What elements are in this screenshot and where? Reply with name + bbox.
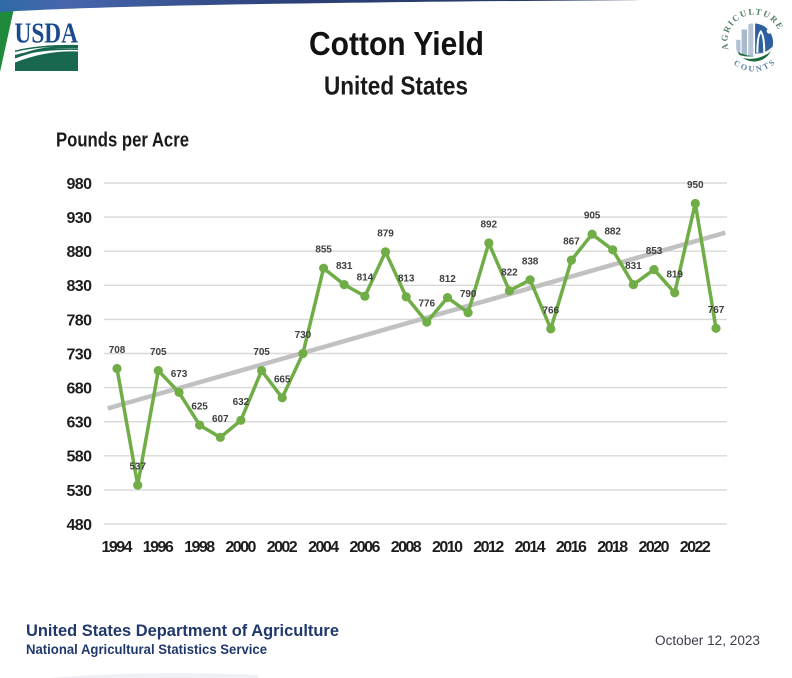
svg-text:1998: 1998	[184, 539, 215, 556]
svg-text:Pounds per Acre: Pounds per Acre	[56, 130, 189, 152]
svg-text:2008: 2008	[391, 539, 422, 556]
svg-text:625: 625	[191, 402, 208, 413]
svg-text:780: 780	[67, 312, 93, 329]
svg-text:838: 838	[522, 256, 539, 267]
svg-text:708: 708	[109, 345, 126, 356]
svg-text:2014: 2014	[515, 539, 546, 556]
svg-text:665: 665	[274, 374, 291, 385]
svg-text:855: 855	[315, 245, 332, 256]
svg-text:790: 790	[460, 289, 477, 300]
svg-text:767: 767	[708, 305, 725, 316]
svg-text:632: 632	[233, 397, 250, 408]
svg-text:October 12, 2023: October 12, 2023	[655, 633, 760, 648]
svg-text:2020: 2020	[639, 539, 670, 556]
svg-text:705: 705	[253, 347, 270, 358]
svg-text:607: 607	[212, 414, 229, 425]
svg-text:905: 905	[584, 211, 601, 222]
svg-text:882: 882	[604, 226, 621, 237]
svg-text:National Agricultural Statisti: National Agricultural Statistics Service	[26, 642, 267, 657]
svg-text:705: 705	[150, 347, 167, 358]
svg-text:980: 980	[67, 176, 93, 193]
svg-text:822: 822	[501, 267, 518, 278]
svg-text:814: 814	[357, 273, 374, 284]
svg-text:812: 812	[439, 274, 456, 285]
svg-text:2006: 2006	[349, 539, 380, 556]
svg-text:2010: 2010	[432, 539, 463, 556]
svg-text:2004: 2004	[308, 539, 339, 556]
svg-text:766: 766	[543, 305, 560, 316]
svg-text:879: 879	[377, 228, 394, 239]
svg-text:630: 630	[67, 415, 93, 432]
svg-text:2012: 2012	[473, 539, 504, 556]
svg-text:USDA: USDA	[15, 18, 79, 50]
svg-text:United States Department of Ag: United States Department of Agriculture	[26, 622, 339, 640]
svg-text:1994: 1994	[102, 539, 133, 556]
svg-text:730: 730	[67, 346, 93, 363]
svg-text:930: 930	[67, 210, 93, 227]
svg-text:2016: 2016	[556, 539, 587, 556]
svg-text:2018: 2018	[597, 539, 628, 556]
svg-text:2000: 2000	[225, 539, 256, 556]
svg-text:2022: 2022	[680, 539, 711, 556]
svg-text:United States: United States	[324, 71, 468, 101]
svg-text:950: 950	[687, 180, 704, 191]
svg-text:892: 892	[481, 220, 498, 231]
svg-text:1996: 1996	[143, 539, 174, 556]
svg-text:537: 537	[129, 462, 146, 473]
svg-text:580: 580	[67, 449, 93, 466]
svg-text:730: 730	[295, 330, 312, 341]
svg-text:830: 830	[67, 278, 93, 295]
svg-text:530: 530	[67, 483, 93, 500]
svg-text:680: 680	[67, 381, 93, 398]
svg-text:853: 853	[646, 246, 663, 257]
svg-text:Cotton Yield: Cotton Yield	[309, 25, 484, 62]
svg-text:2002: 2002	[267, 539, 298, 556]
svg-text:831: 831	[336, 261, 353, 272]
svg-text:673: 673	[171, 369, 188, 380]
svg-text:480: 480	[67, 517, 93, 534]
svg-text:813: 813	[398, 273, 415, 284]
svg-text:867: 867	[563, 237, 580, 248]
svg-text:776: 776	[419, 299, 436, 310]
svg-text:831: 831	[625, 261, 642, 272]
svg-text:819: 819	[666, 269, 683, 280]
svg-text:880: 880	[67, 244, 93, 261]
